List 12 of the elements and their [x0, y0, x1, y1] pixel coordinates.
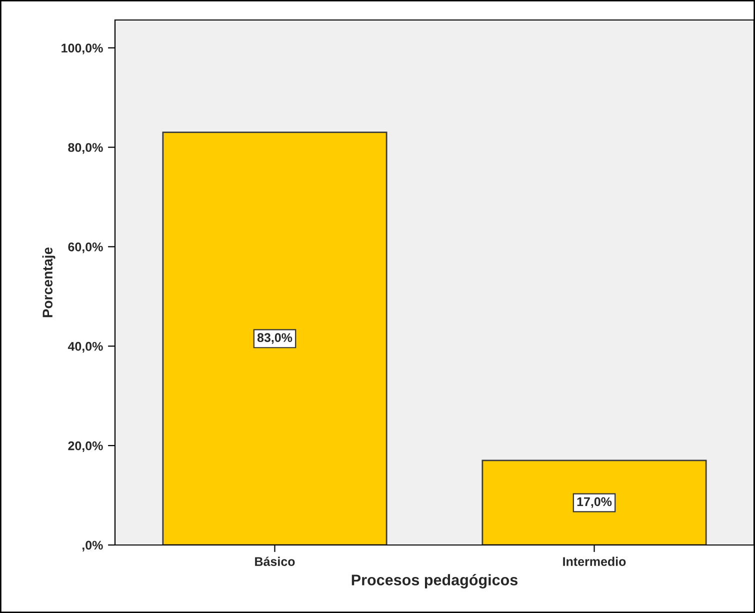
- y-tick-label: 60,0%: [68, 242, 103, 254]
- y-tick-label: 100,0%: [62, 44, 103, 54]
- y-tick-label: 80,0%: [68, 143, 103, 154]
- x-tick-label: Básico: [255, 556, 295, 566]
- data-label: 83,0%: [257, 333, 292, 344]
- x-tick-label: Intermedio: [563, 556, 626, 566]
- y-tick-label: 20,0%: [68, 441, 103, 452]
- y-axis-title: Porcentaje: [42, 247, 56, 318]
- data-label: 17,0%: [577, 497, 612, 508]
- y-tick-label: ,0%: [82, 540, 103, 552]
- x-axis-title: Procesos pedagógicos: [352, 574, 518, 588]
- y-tick-label: 40,0%: [68, 342, 103, 353]
